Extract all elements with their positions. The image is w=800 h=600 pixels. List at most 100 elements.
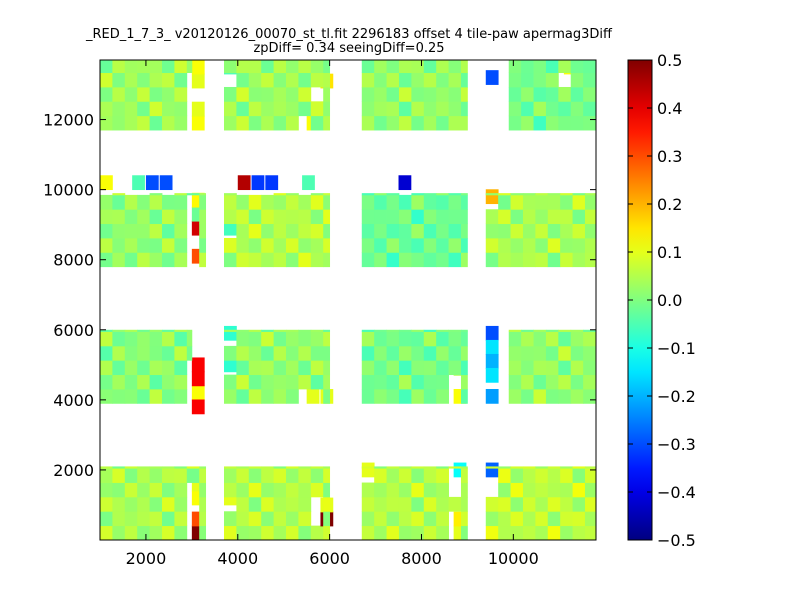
heatmap-cell <box>547 194 561 210</box>
heatmap-cell <box>298 525 312 541</box>
colorbar-tick-label: −0.4 <box>657 483 696 502</box>
heatmap-cell <box>124 468 138 483</box>
heatmap-cell <box>100 252 113 268</box>
heatmap-cell <box>100 468 113 483</box>
heatmap-cell <box>286 72 299 88</box>
heatmap-cell <box>224 468 237 483</box>
heatmap-cell <box>436 86 449 102</box>
heatmap-cell <box>398 482 412 498</box>
heatmap-cell <box>411 86 425 102</box>
heatmap-cell <box>374 496 387 512</box>
heatmap-cell <box>436 388 449 404</box>
y-tick-label: 10000 <box>43 181 94 200</box>
heatmap-cell <box>485 496 499 512</box>
heatmap-cell <box>423 60 437 74</box>
heatmap-cell <box>533 345 547 361</box>
heatmap-cell <box>174 223 188 239</box>
heatmap-cell <box>323 468 331 483</box>
heatmap-cell <box>191 115 205 131</box>
heatmap-cell <box>124 331 138 347</box>
heatmap-cell <box>423 193 437 196</box>
heatmap-cell <box>485 367 499 383</box>
heatmap-cell <box>124 482 138 498</box>
heatmap-cell <box>498 466 511 469</box>
heatmap-cell <box>310 193 324 196</box>
heatmap-cell <box>286 115 299 131</box>
heatmap-cell <box>112 193 126 196</box>
heatmap-cell <box>485 511 499 527</box>
heatmap-cell <box>522 511 536 527</box>
heatmap-cell <box>137 194 150 210</box>
heatmap-cell <box>100 209 113 225</box>
heatmap-cell <box>112 388 126 404</box>
heatmap-cell <box>560 223 573 239</box>
heatmap-cell <box>298 360 312 376</box>
heatmap-cell <box>261 360 274 376</box>
heatmap-cell <box>361 193 375 196</box>
heatmap-cell <box>398 345 412 361</box>
heatmap-cell <box>273 115 287 131</box>
heatmap-cell <box>137 388 150 404</box>
heatmap-cell <box>411 331 425 347</box>
heatmap-cell <box>386 468 400 483</box>
heatmap-cell <box>298 468 312 483</box>
heatmap-cell <box>149 511 163 527</box>
heatmap-cell <box>186 329 193 332</box>
heatmap-cell <box>374 329 387 332</box>
heatmap-cell <box>286 388 299 404</box>
heatmap-cell <box>248 209 262 225</box>
heatmap-cell <box>448 72 462 88</box>
heatmap-cell <box>149 237 163 253</box>
heatmap-cell <box>374 223 387 239</box>
heatmap-cell <box>398 101 412 117</box>
heatmap-cell <box>448 237 462 253</box>
heatmap-cell <box>535 237 549 253</box>
heatmap-cell <box>261 374 274 390</box>
heatmap-cell <box>448 223 462 239</box>
heatmap-cell <box>248 496 262 512</box>
heatmap-cell <box>558 329 572 332</box>
heatmap-cell <box>436 482 449 498</box>
heatmap-cell <box>386 331 400 347</box>
heatmap-cell <box>361 462 375 478</box>
heatmap-cell <box>248 194 262 210</box>
heatmap-cell <box>423 388 437 404</box>
heatmap-cell <box>273 466 287 469</box>
heatmap-cell <box>137 329 150 332</box>
heatmap-cell <box>265 175 279 191</box>
heatmap-cell <box>460 482 468 498</box>
heatmap-cell <box>286 331 299 347</box>
heatmap-cell <box>436 115 449 131</box>
heatmap-cell <box>273 374 287 390</box>
heatmap-cell <box>398 194 412 210</box>
heatmap-cell <box>174 374 188 390</box>
heatmap-cell <box>310 525 324 541</box>
heatmap-cell <box>521 86 534 102</box>
heatmap-cell <box>112 482 126 498</box>
plot-frame <box>99 59 597 541</box>
heatmap-cell <box>323 466 331 469</box>
heatmap-cell <box>533 329 547 332</box>
heatmap-cell <box>310 237 324 253</box>
heatmap-cell <box>460 331 468 347</box>
heatmap-cell <box>248 482 262 498</box>
heatmap-cell <box>545 374 559 390</box>
heatmap-cell <box>174 194 188 210</box>
heatmap-cell <box>522 193 536 196</box>
heatmap-cell <box>374 468 387 483</box>
heatmap-cell <box>199 209 207 225</box>
heatmap-cell <box>149 72 163 88</box>
heatmap-cell <box>236 331 250 347</box>
heatmap-cell <box>100 525 113 541</box>
heatmap-cell <box>386 388 400 404</box>
heatmap-cell <box>298 329 312 332</box>
heatmap-cell <box>423 237 437 253</box>
heatmap-cell <box>485 209 499 225</box>
heatmap-cell <box>460 374 468 390</box>
heatmap-cell <box>436 525 449 541</box>
heatmap-cell <box>436 209 449 225</box>
heatmap-cell <box>162 468 175 483</box>
heatmap-cell <box>323 374 331 390</box>
heatmap-cell <box>522 194 536 210</box>
heatmap-cell <box>298 209 312 225</box>
